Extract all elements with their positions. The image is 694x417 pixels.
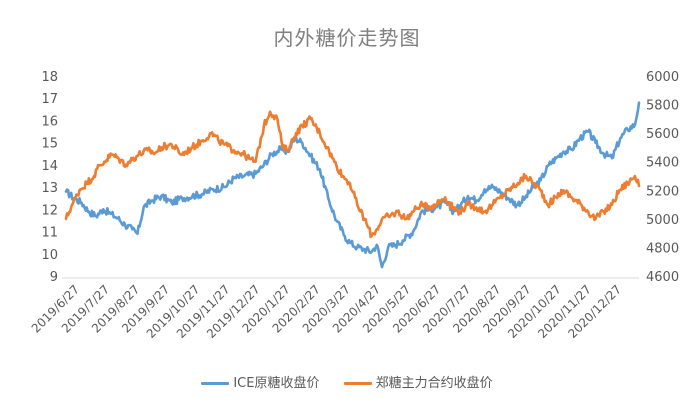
left-tick-label: 15 (41, 137, 58, 152)
right-tick-label: 5200 (646, 184, 679, 199)
series-line-zhengtang (64, 110, 641, 239)
series-line-ice (64, 101, 641, 269)
left-tick-label: 13 (41, 181, 58, 196)
series-layer (64, 101, 641, 269)
legend-swatch-ice (201, 382, 230, 385)
left-tick-label: 9 (50, 270, 58, 285)
right-axis-ticks: 4600 4800 5000 5200 5400 5600 5800 6000 (646, 70, 679, 285)
right-tick-label: 5400 (646, 156, 679, 171)
legend: ICE原糖收盘价 郑糖主力合约收盘价 (0, 372, 694, 391)
legend-swatch-zhengtang (343, 382, 372, 385)
left-tick-label: 11 (41, 226, 58, 241)
legend-item-ice: ICE原糖收盘价 (201, 372, 319, 391)
left-tick-label: 16 (41, 114, 58, 129)
right-tick-label: 5800 (646, 99, 679, 114)
legend-label-ice: ICE原糖收盘价 (233, 376, 320, 391)
x-axis-ticks: 2019/6/272019/7/272019/8/272019/9/272019… (29, 282, 624, 341)
right-tick-label: 5000 (646, 213, 679, 228)
left-tick-label: 12 (41, 203, 58, 218)
legend-item-zhengtang: 郑糖主力合约收盘价 (343, 372, 493, 391)
left-tick-label: 18 (41, 70, 58, 85)
right-tick-label: 4800 (646, 241, 679, 256)
right-tick-label: 4600 (646, 270, 679, 285)
left-tick-label: 17 (41, 92, 58, 107)
legend-label-zhengtang: 郑糖主力合约收盘价 (375, 376, 493, 391)
left-axis-ticks: 9 10 11 12 13 14 15 16 17 18 (41, 70, 58, 285)
right-tick-label: 5600 (646, 127, 679, 142)
right-tick-label: 6000 (646, 70, 679, 85)
chart-title: 内外糖价走势图 (273, 26, 421, 50)
left-tick-label: 14 (41, 159, 58, 174)
left-tick-label: 10 (41, 248, 58, 263)
